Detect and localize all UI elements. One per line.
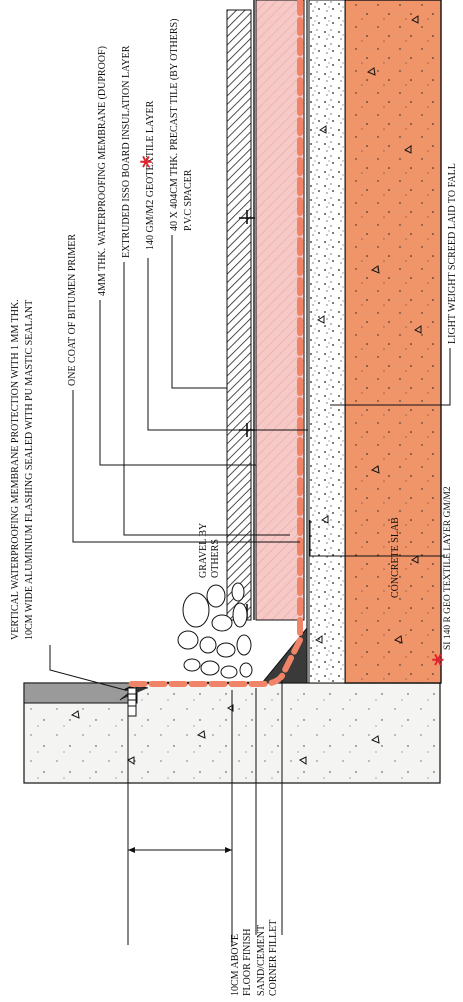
label-concrete-slab: CONCRETE SLAB xyxy=(390,517,401,598)
label-gravel-2: OTHERS xyxy=(210,539,221,578)
label-note: SI 140 R GEO TEXTILE LAYER GM/M2 xyxy=(443,486,453,650)
wall-triangles xyxy=(70,704,380,765)
label-screed: LIGHT WEIGHT SCREED LAID TO FALL xyxy=(447,163,458,344)
precast-tile xyxy=(226,9,252,621)
concrete-slab xyxy=(344,0,442,684)
insulation-layer xyxy=(255,0,305,621)
label-geotextile: 140 GM/M2 GEOTEXTILE LAYER xyxy=(145,100,156,250)
label-insulation: EXTRUDED ISSO BOARD INSULATION LAYER xyxy=(121,45,132,258)
slab-triangles xyxy=(366,15,422,644)
label-pvc-spacer: P.V.C SPACER xyxy=(183,169,194,231)
label-floor-finish-2: FLOOR FINISH xyxy=(242,928,253,996)
label-fillet-1: SAND/CEMENT xyxy=(256,925,267,996)
waterproof-membrane-dashed xyxy=(127,0,303,687)
label-waterproof-membrane: 4MM THK. WATERPROOFING MEMBRANE (DUPROOF… xyxy=(97,46,108,296)
label-vertical-membrane-1: VERTICAL WATERPROOFING MEMBRANE PROTECTI… xyxy=(10,299,21,640)
screed-triangles xyxy=(315,125,329,644)
corner-fillet xyxy=(260,626,308,684)
label-precast-tile: 40 X 404CM THK. PRECAST TILE (BY OTHERS) xyxy=(169,19,180,231)
label-vertical-membrane-2: 10CM WIDE ALUMINIUM FLASHING SEALED WITH… xyxy=(24,300,35,640)
gravel xyxy=(177,582,253,679)
label-fillet-2: CORNER FILLET xyxy=(268,920,279,996)
leader-lines xyxy=(49,235,451,945)
label-gravel-1: GRAVEL BY xyxy=(198,523,209,578)
asterisk-note: * xyxy=(428,653,456,666)
lightweight-screed xyxy=(308,0,346,684)
anchor-bolt xyxy=(127,687,137,717)
label-floor-finish-1: 10CM ABOVE xyxy=(230,934,241,996)
label-bitumen-primer: ONE COAT OF BITUMEN PRIMER xyxy=(67,234,78,386)
asterisk-geotextile: * xyxy=(136,155,164,168)
floor-finish-strip xyxy=(23,682,138,704)
